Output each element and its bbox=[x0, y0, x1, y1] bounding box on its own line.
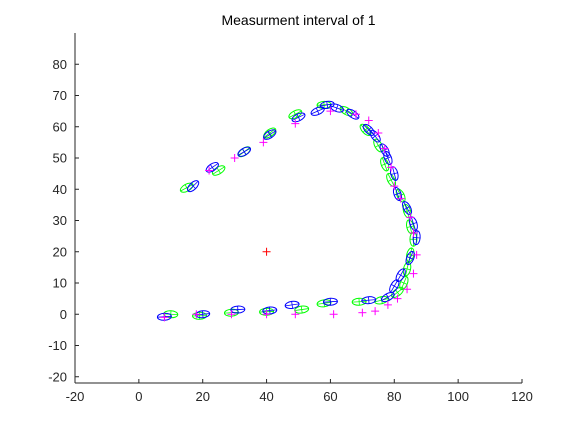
y-tick-label: 20 bbox=[53, 244, 67, 259]
plus-marker bbox=[262, 310, 271, 319]
ellipse-marker bbox=[389, 279, 400, 293]
ellipse-marker bbox=[392, 186, 403, 202]
x-tick-label: -20 bbox=[66, 389, 85, 404]
y-tick-label: 10 bbox=[53, 276, 67, 291]
plus-marker bbox=[387, 163, 396, 172]
y-tick-label: 30 bbox=[53, 213, 67, 228]
series-0 bbox=[163, 100, 418, 320]
ellipse-marker bbox=[402, 203, 412, 219]
plus-marker bbox=[364, 116, 373, 125]
ellipse-marker bbox=[351, 297, 367, 306]
y-tick-label: 60 bbox=[53, 119, 67, 134]
y-tick-label: -10 bbox=[48, 338, 67, 353]
plus-marker bbox=[383, 300, 392, 309]
ellipse-marker bbox=[310, 106, 325, 116]
y-tick-label: 80 bbox=[53, 57, 67, 72]
plus-marker bbox=[403, 285, 412, 294]
plus-marker bbox=[409, 229, 418, 237]
ellipse-marker bbox=[399, 275, 409, 291]
plus-marker bbox=[160, 313, 169, 322]
y-tick-label: 0 bbox=[60, 307, 67, 322]
x-tick-label: 100 bbox=[447, 389, 469, 404]
chart-title: Measurment interval of 1 bbox=[221, 12, 375, 28]
plus-marker bbox=[329, 310, 338, 319]
plus-marker bbox=[380, 144, 389, 153]
ellipse-marker bbox=[237, 146, 252, 157]
y-tick-label: -20 bbox=[48, 369, 67, 384]
x-tick-label: 40 bbox=[259, 389, 273, 404]
plus-marker bbox=[406, 213, 415, 222]
plus-marker bbox=[262, 247, 271, 256]
plus-marker bbox=[396, 194, 405, 203]
plus-marker bbox=[291, 119, 300, 128]
ellipse-marker bbox=[322, 297, 338, 306]
plus-marker bbox=[358, 308, 367, 317]
plus-marker bbox=[227, 310, 236, 319]
y-tick-label: 50 bbox=[53, 151, 67, 166]
ellipse-marker bbox=[263, 129, 277, 140]
y-tick-label: 70 bbox=[53, 88, 67, 103]
ellipse-marker bbox=[192, 311, 208, 320]
ellipse-marker bbox=[205, 162, 219, 173]
x-tick-label: 0 bbox=[135, 389, 142, 404]
ellipse-marker bbox=[395, 268, 406, 283]
plus-marker bbox=[412, 250, 421, 259]
plus-marker bbox=[374, 129, 383, 137]
ellipse-marker bbox=[319, 100, 335, 110]
x-tick-label: 120 bbox=[511, 389, 533, 404]
ellipse-marker bbox=[291, 112, 306, 123]
ellipse-marker bbox=[179, 182, 194, 193]
plus-marker bbox=[393, 294, 402, 303]
axes: -20 0 20 40 60 80 100 120 -20 -10 0 10 20 30 40 50 60 70 8… bbox=[48, 33, 533, 404]
x-tick-label: 60 bbox=[323, 389, 337, 404]
x-tick-label: 80 bbox=[387, 389, 401, 404]
ellipse-marker bbox=[402, 201, 413, 215]
ellipse-marker bbox=[389, 166, 399, 181]
ellipse-marker bbox=[230, 305, 246, 314]
plus-marker bbox=[259, 138, 268, 147]
series-3 bbox=[262, 247, 271, 256]
series-2 bbox=[160, 107, 421, 322]
ellipse-marker bbox=[405, 250, 415, 266]
plus-marker bbox=[192, 310, 201, 319]
plus-marker bbox=[409, 269, 418, 278]
ellipse-marker bbox=[288, 109, 303, 120]
x-tick-label: 20 bbox=[195, 389, 209, 404]
ellipse-marker bbox=[262, 306, 278, 315]
plus-marker bbox=[291, 310, 300, 319]
plot-marks bbox=[156, 100, 421, 322]
plus-marker bbox=[390, 182, 399, 191]
ellipse-marker bbox=[383, 150, 393, 166]
ellipse-marker bbox=[361, 296, 377, 305]
ellipse-marker bbox=[294, 305, 310, 314]
plus-marker bbox=[230, 154, 239, 162]
plus-marker bbox=[205, 166, 214, 175]
ellipse-marker bbox=[362, 123, 375, 136]
ellipse-marker bbox=[381, 292, 395, 303]
y-tick-label: 40 bbox=[53, 182, 67, 197]
plus-marker bbox=[351, 110, 360, 119]
ellipse-marker bbox=[187, 180, 200, 193]
plus-marker bbox=[371, 307, 380, 316]
ellipse-marker bbox=[284, 300, 300, 309]
plus-marker bbox=[326, 107, 335, 116]
